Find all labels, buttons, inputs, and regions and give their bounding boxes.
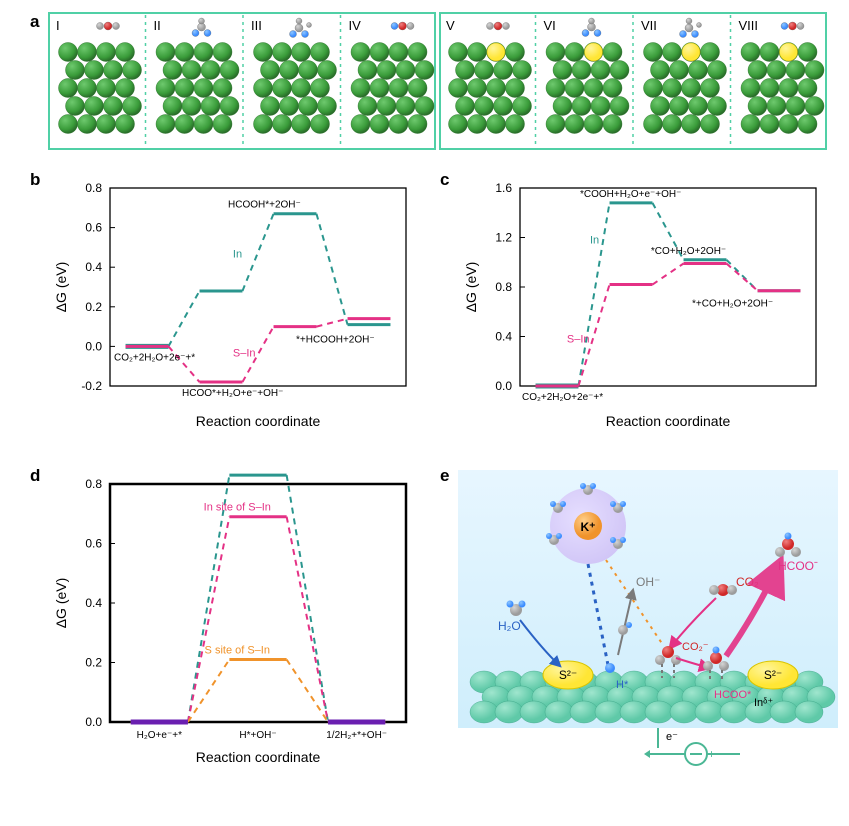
svg-text:ΔG (eV): ΔG (eV)	[53, 262, 69, 313]
svg-text:S–In: S–In	[233, 347, 256, 359]
svg-text:1.2: 1.2	[495, 231, 512, 245]
svg-text:II: II	[154, 18, 161, 33]
panel-label-b: b	[30, 170, 40, 190]
svg-text:ΔG (eV): ΔG (eV)	[463, 262, 479, 313]
svg-text:Reaction coordinate: Reaction coordinate	[196, 749, 321, 765]
svg-text:In: In	[233, 248, 242, 260]
svg-text:OH⁻: OH⁻	[636, 575, 660, 589]
svg-text:0.2: 0.2	[85, 300, 102, 314]
svg-text:0.2: 0.2	[85, 656, 102, 670]
svg-text:H₂O+e⁻+*: H₂O+e⁻+*	[137, 730, 182, 741]
svg-text:1/2H₂+*+OH⁻: 1/2H₂+*+OH⁻	[326, 730, 387, 741]
svg-text:ΔG (eV): ΔG (eV)	[53, 578, 69, 629]
panel-label-e: e	[440, 466, 449, 486]
panel-e-schematic: S²⁻S²⁻K⁺H₂OOH⁻H*CO₂CO₂⁻HCOO*HCOOˉInᵟ⁺e⁻+	[458, 470, 838, 780]
svg-text:1.6: 1.6	[495, 181, 512, 195]
svg-text:I: I	[56, 18, 60, 33]
svg-text:In site of S–In: In site of S–In	[204, 502, 271, 514]
svg-text:III: III	[251, 18, 262, 33]
svg-text:0.0: 0.0	[495, 379, 512, 393]
svg-text:*COOH+H₂O+e⁻+OH⁻: *COOH+H₂O+e⁻+OH⁻	[580, 189, 681, 200]
panel-c-chart: 0.0 0.4 0.8 1.2 1.6 ΔG (eV) Reaction coordinat…	[458, 174, 828, 434]
svg-text:In: In	[590, 235, 599, 247]
svg-text:HCOOH*+2OH⁻: HCOOH*+2OH⁻	[228, 200, 301, 211]
svg-text:Inᵟ⁺: Inᵟ⁺	[754, 697, 773, 709]
svg-text:-0.2: -0.2	[81, 379, 102, 393]
svg-text:Reaction coordinate: Reaction coordinate	[606, 413, 731, 429]
svg-text:*CO+H₂O+2OH⁻: *CO+H₂O+2OH⁻	[651, 246, 726, 257]
svg-text:S site of S–In: S site of S–In	[205, 645, 270, 657]
svg-text:IV: IV	[349, 18, 362, 33]
svg-text:H*+OH⁻: H*+OH⁻	[239, 730, 276, 741]
svg-text:0.4: 0.4	[85, 260, 102, 274]
svg-text:VI: VI	[544, 18, 556, 33]
svg-text:0.4: 0.4	[495, 330, 512, 344]
svg-text:HCOO*: HCOO*	[714, 689, 752, 701]
svg-text:S²⁻: S²⁻	[559, 668, 577, 682]
svg-text:0.0: 0.0	[85, 339, 102, 353]
svg-text:VIII: VIII	[739, 18, 759, 33]
svg-text:CO₂+2H₂O+2e⁻+*: CO₂+2H₂O+2e⁻+*	[114, 352, 195, 363]
svg-text:*+HCOOH+2OH⁻: *+HCOOH+2OH⁻	[296, 335, 375, 346]
panel-label-a: a	[30, 12, 39, 32]
svg-text:0.8: 0.8	[85, 181, 102, 195]
svg-text:H*: H*	[616, 679, 629, 691]
svg-text:0.8: 0.8	[495, 280, 512, 294]
panel-b-chart: -0.2 0.0 0.2 0.4 0.6 0.8 ΔG (eV) Reaction coord…	[48, 174, 418, 434]
panel-a-svg: IIIIIIIVVVIVIIVIII	[48, 12, 828, 150]
svg-text:VII: VII	[641, 18, 657, 33]
svg-text:In site of In: In site of In	[210, 470, 264, 472]
svg-text:K⁺: K⁺	[581, 520, 596, 534]
svg-text:S–In: S–In	[567, 334, 590, 346]
svg-text:0.0: 0.0	[85, 715, 102, 729]
svg-text:*+CO+H₂O+2OH⁻: *+CO+H₂O+2OH⁻	[692, 299, 773, 310]
svg-text:0.8: 0.8	[85, 477, 102, 491]
svg-text:H₂O: H₂O	[498, 619, 521, 633]
svg-text:S²⁻: S²⁻	[764, 668, 782, 682]
panel-label-c: c	[440, 170, 449, 190]
svg-text:Reaction coordinate: Reaction coordinate	[196, 413, 321, 429]
svg-text:0.4: 0.4	[85, 596, 102, 610]
svg-text:0.6: 0.6	[85, 221, 102, 235]
svg-text:HCOOˉ: HCOOˉ	[778, 559, 818, 573]
svg-text:V: V	[446, 18, 455, 33]
panel-d-chart: 0.0 0.2 0.4 0.6 0.8 ΔG (eV) Reaction coordinat…	[48, 470, 418, 770]
svg-text:HCOO*+H₂O+e⁻+OH⁻: HCOO*+H₂O+e⁻+OH⁻	[182, 388, 283, 399]
panel-label-d: d	[30, 466, 40, 486]
svg-text:CO₂: CO₂	[736, 575, 759, 589]
svg-text:CO₂⁻: CO₂⁻	[682, 641, 709, 653]
svg-text:0.6: 0.6	[85, 537, 102, 551]
svg-text:CO₂+2H₂O+2e⁻+*: CO₂+2H₂O+2e⁻+*	[522, 392, 603, 403]
svg-text:e⁻: e⁻	[666, 731, 678, 743]
